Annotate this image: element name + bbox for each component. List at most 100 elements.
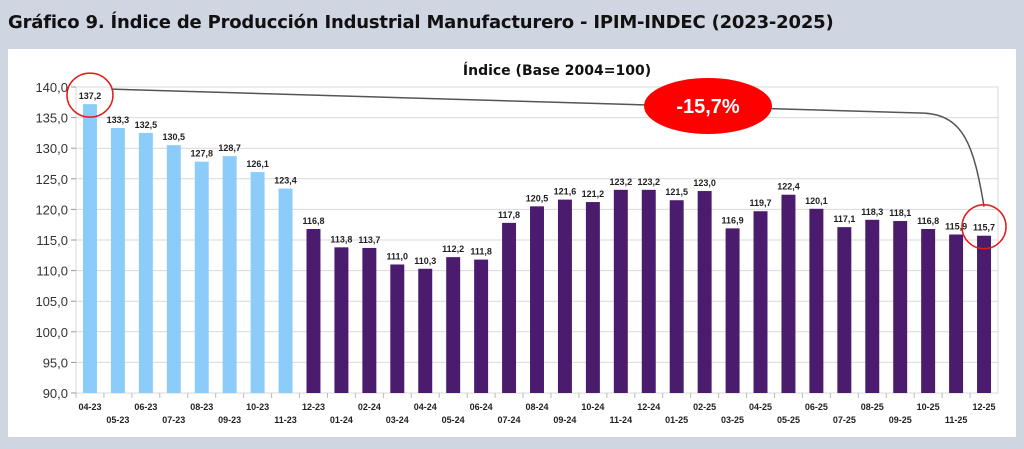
x-tick-label: 08-25 <box>861 402 884 412</box>
data-label: 128,7 <box>218 143 241 153</box>
bar <box>585 202 600 393</box>
x-tick-label: 09-25 <box>889 415 912 425</box>
x-tick-label: 06-23 <box>134 402 157 412</box>
bar <box>753 211 768 393</box>
bar <box>669 200 684 393</box>
bar <box>306 228 321 393</box>
data-label: 116,8 <box>302 216 324 226</box>
chart-panel: Índice (Base 2004=100) 90,0 95,0 100,0 105,… <box>8 49 1016 437</box>
y-tick-label: 90,0 <box>43 386 68 401</box>
bar <box>418 268 433 393</box>
bar <box>194 161 209 393</box>
data-label: 121,5 <box>665 187 688 197</box>
callout-text: -15,7% <box>676 96 740 118</box>
annotation-layer: -15,7% <box>66 72 1007 250</box>
bar <box>641 189 656 393</box>
bar <box>697 191 712 393</box>
data-label: 118,1 <box>889 208 911 218</box>
bar <box>837 227 852 393</box>
data-label: 119,7 <box>749 198 771 208</box>
bar <box>725 228 740 393</box>
data-label: 113,7 <box>358 235 380 245</box>
y-tick-label: 120,0 <box>35 202 68 217</box>
data-label: 116,9 <box>722 215 744 225</box>
y-tick-label: 125,0 <box>35 172 68 187</box>
x-tick-label: 03-24 <box>386 415 409 425</box>
data-label: 113,8 <box>330 234 352 244</box>
bar <box>278 188 293 393</box>
data-label: 117,1 <box>833 214 855 224</box>
bar <box>82 104 97 394</box>
bar <box>865 219 880 393</box>
x-tick-label: 06-25 <box>805 402 828 412</box>
end-highlight-circle <box>961 203 1007 250</box>
x-tick-label: 12-24 <box>637 402 660 412</box>
x-tick-label: 04-23 <box>78 402 101 412</box>
x-tick-label: 12-23 <box>302 402 325 412</box>
data-label: 123,2 <box>637 177 660 187</box>
x-tick-label: 12-25 <box>973 402 996 412</box>
x-tick-label: 07-23 <box>162 415 185 425</box>
data-label: 130,5 <box>163 132 186 142</box>
x-tick-label: 05-25 <box>777 415 800 425</box>
y-tick-label: 130,0 <box>35 141 68 156</box>
x-tick-label: 02-24 <box>358 402 381 412</box>
x-axis-labels: 04-23 05-23 06-23 07-23 08-23 09-23 10-23 11-23… <box>75 393 996 425</box>
data-label: 126,1 <box>246 159 269 169</box>
x-tick-label: 09-23 <box>218 415 241 425</box>
x-tick-label: 05-23 <box>106 415 129 425</box>
y-tick-label: 115,0 <box>36 233 68 248</box>
connector-line <box>111 88 985 207</box>
bar <box>502 222 517 393</box>
bar <box>530 206 544 393</box>
bar <box>893 221 908 393</box>
x-tick-label: 04-24 <box>414 402 437 412</box>
x-tick-label: 11-25 <box>945 415 968 425</box>
x-tick-label: 11-23 <box>274 415 297 425</box>
data-label: 133,3 <box>107 115 130 125</box>
x-tick-label: 02-25 <box>693 402 716 412</box>
bar <box>557 199 572 393</box>
x-tick-label: 11-24 <box>610 415 633 425</box>
bar <box>949 234 964 393</box>
data-label: 115,7 <box>973 223 995 233</box>
x-tick-label: 08-24 <box>525 402 548 412</box>
bar <box>166 145 181 393</box>
data-label: 117,8 <box>498 210 520 220</box>
y-axis-ticks: 90,0 95,0 100,0 105,0 110,0 115,0 120,0 125,0 13… <box>35 80 76 401</box>
x-tick-label: 08-23 <box>190 402 213 412</box>
bar <box>362 247 377 393</box>
x-tick-label: 10-25 <box>917 402 940 412</box>
bar-chart: Índice (Base 2004=100) 90,0 95,0 100,0 105,… <box>35 62 1007 425</box>
y-tick-label: 95,0 <box>43 355 68 370</box>
data-label: 115,9 <box>945 221 967 231</box>
callout-badge <box>644 78 772 134</box>
bar <box>138 132 153 393</box>
y-tick-label: 135,0 <box>35 111 68 126</box>
data-label: 120,5 <box>526 193 549 203</box>
x-tick-label: 09-24 <box>553 415 576 425</box>
bar <box>809 208 824 393</box>
x-tick-label: 10-24 <box>581 402 604 412</box>
data-label: 111,0 <box>387 251 409 261</box>
x-tick-label: 10-23 <box>246 402 269 412</box>
data-label: 127,8 <box>190 149 213 159</box>
y-tick-label: 110,0 <box>36 264 68 279</box>
bar <box>250 172 265 393</box>
x-tick-label: 05-24 <box>442 415 465 425</box>
bar <box>110 128 125 393</box>
data-label: 118,3 <box>861 207 883 217</box>
start-highlight-circle <box>66 72 114 118</box>
x-tick-label: 01-24 <box>330 415 353 425</box>
bar <box>977 235 992 393</box>
data-labels: 137,2 133,3 132,5 130,5 127,8 128,7 126,1 123,4… <box>79 91 995 266</box>
chart-title: Índice (Base 2004=100) <box>463 62 651 79</box>
chart-header-title: Gráfico 9. Índice de Producción Industri… <box>8 12 834 33</box>
data-label: 121,2 <box>582 189 605 199</box>
data-label: 121,6 <box>554 187 577 197</box>
data-label: 123,2 <box>610 177 633 187</box>
x-tick-label: 06-24 <box>470 402 493 412</box>
x-tick-label: 03-25 <box>721 415 744 425</box>
data-label: 137,2 <box>79 91 102 101</box>
data-label: 112,2 <box>442 244 464 254</box>
